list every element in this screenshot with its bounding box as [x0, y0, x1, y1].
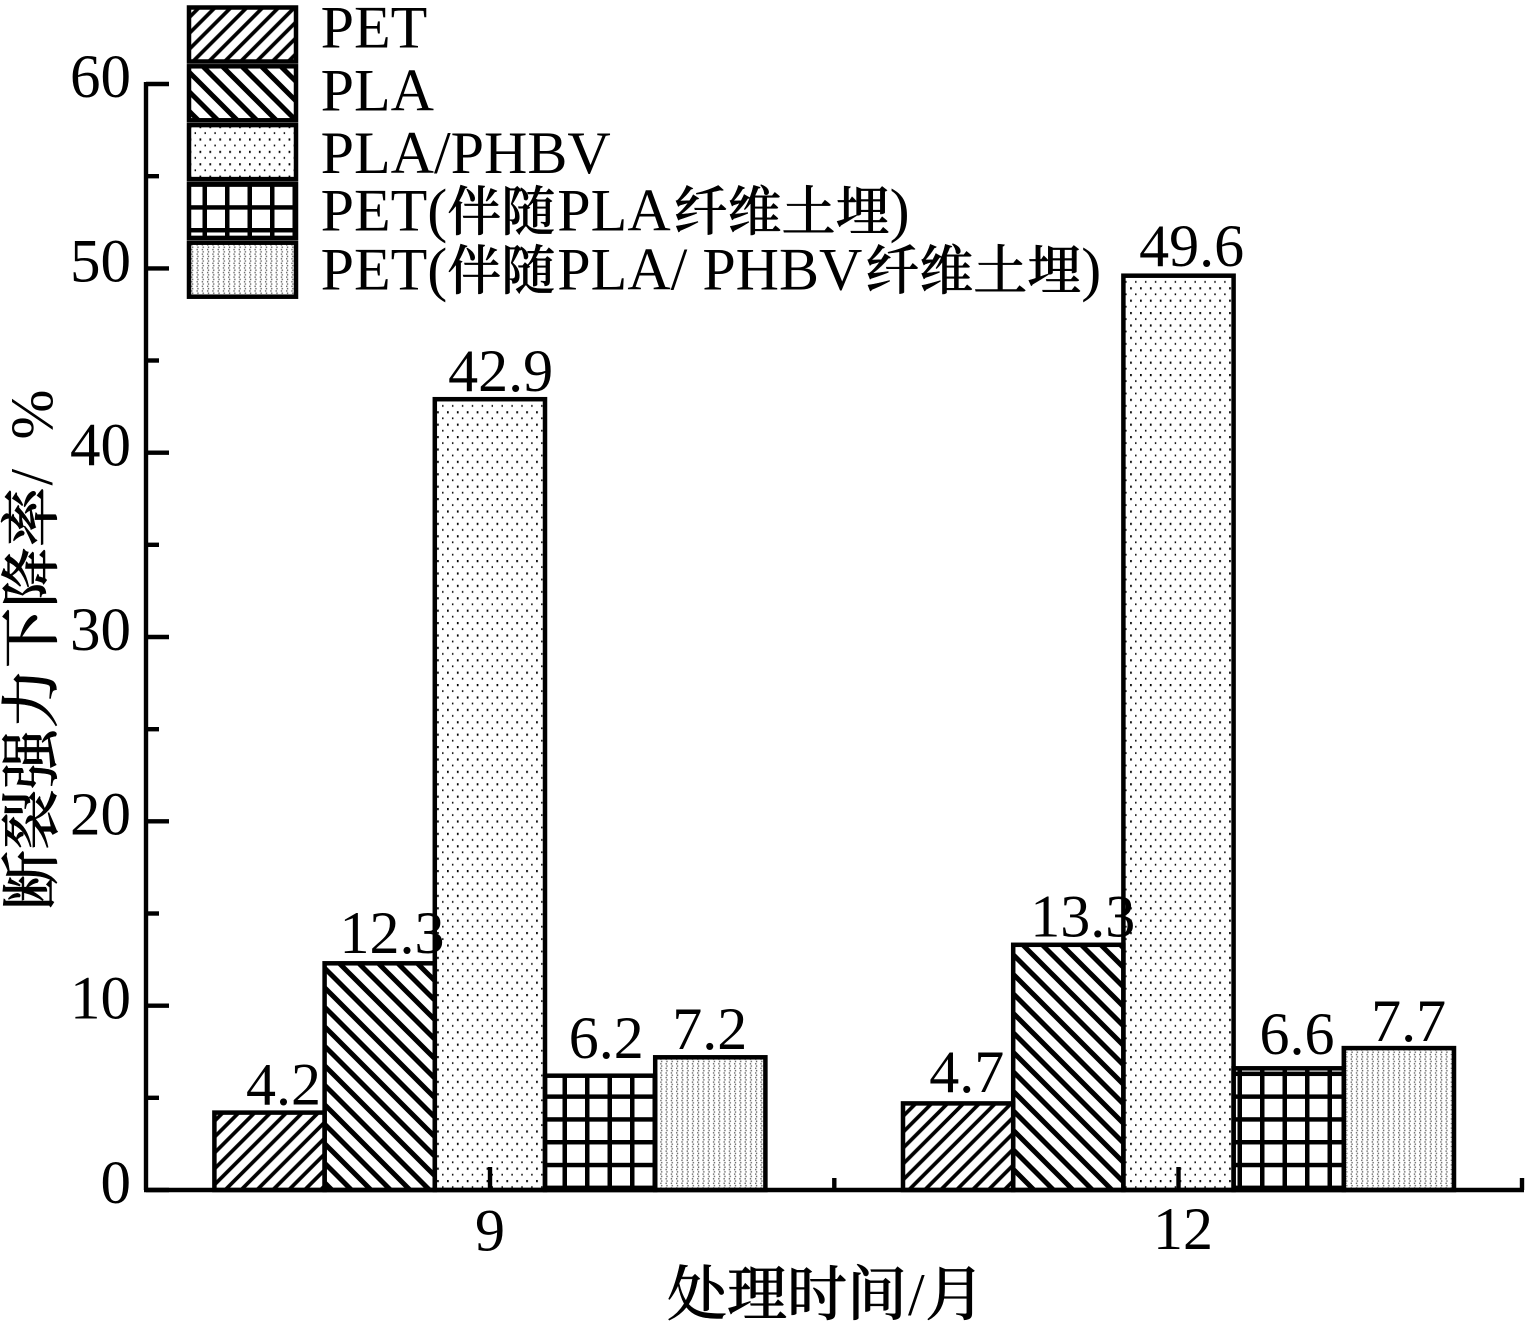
- svg-text:20: 20: [70, 781, 131, 848]
- svg-text:PLA: PLA: [557, 178, 670, 244]
- svg-text:12.3: 12.3: [340, 900, 445, 966]
- svg-text:50: 50: [70, 228, 131, 295]
- svg-text:7.7: 7.7: [1371, 988, 1446, 1054]
- svg-text:/: /: [0, 469, 65, 486]
- svg-text:6.2: 6.2: [569, 1005, 644, 1071]
- svg-text:6.6: 6.6: [1260, 1001, 1335, 1067]
- svg-text:4.7: 4.7: [929, 1039, 1004, 1105]
- svg-text:PET: PET: [321, 0, 428, 61]
- svg-text:%: %: [0, 390, 65, 440]
- svg-text:PLA: PLA: [321, 58, 434, 124]
- svg-text:): ): [1081, 237, 1101, 303]
- svg-text:PET(: PET(: [321, 237, 448, 303]
- svg-text:PET(: PET(: [321, 178, 448, 244]
- svg-text:30: 30: [70, 597, 131, 664]
- svg-text:0: 0: [101, 1150, 132, 1217]
- svg-text:7.2: 7.2: [672, 996, 747, 1062]
- svg-text:13.3: 13.3: [1030, 884, 1135, 950]
- svg-text:40: 40: [70, 413, 131, 480]
- svg-text:4.2: 4.2: [246, 1052, 321, 1118]
- svg-text:PLA/PHBV: PLA/PHBV: [321, 120, 611, 186]
- svg-text:10: 10: [70, 966, 131, 1033]
- svg-text:12: 12: [1153, 1196, 1213, 1262]
- svg-text:42.9: 42.9: [448, 338, 553, 404]
- svg-text:49.6: 49.6: [1139, 213, 1244, 279]
- svg-text:): ): [890, 178, 910, 244]
- svg-text:9: 9: [475, 1198, 505, 1264]
- svg-text:/: /: [908, 1262, 925, 1328]
- svg-text:60: 60: [70, 44, 131, 111]
- svg-text:PLA/ PHBV: PLA/ PHBV: [557, 237, 862, 303]
